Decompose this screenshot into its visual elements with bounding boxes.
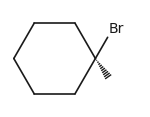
Text: Br: Br (108, 22, 124, 36)
